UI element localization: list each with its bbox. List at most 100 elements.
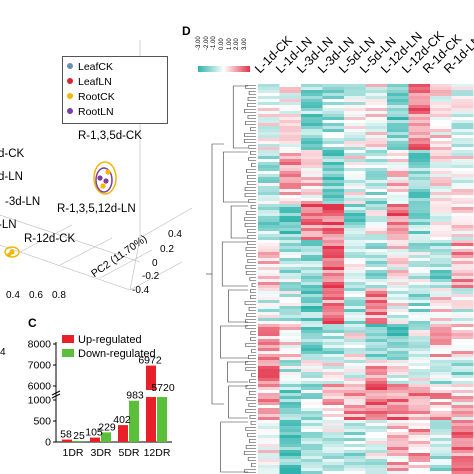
heatmap-cell (279, 462, 302, 466)
heatmap-cell (408, 366, 431, 370)
heatmap-cell (451, 105, 474, 109)
heatmap-cell (279, 264, 302, 268)
heatmap-cell (344, 141, 366, 145)
heatmap-cell (451, 342, 474, 346)
heatmap-cell (279, 429, 302, 433)
pca-point (6, 252, 12, 258)
heatmap-cell (322, 465, 345, 469)
heatmap-cell (279, 159, 302, 163)
heatmap-cell (322, 369, 345, 373)
heatmap-cell (301, 243, 323, 247)
dendrogram-branch (244, 469, 256, 473)
heatmap-cell (451, 213, 474, 217)
heatmap-cell (408, 375, 431, 379)
heatmap-cell (258, 156, 280, 160)
pca-point-label: R-12d-CK (24, 233, 76, 245)
heatmap-cell (258, 261, 280, 265)
heatmap-cell (387, 306, 409, 310)
heatmap-cell (344, 186, 366, 190)
heatmap-cell (279, 282, 302, 286)
heatmap-cell (279, 300, 302, 304)
heatmap-cell (279, 84, 302, 88)
heatmap-cell (322, 447, 345, 451)
heatmap-cell (258, 150, 280, 154)
heatmap-cell (408, 195, 431, 199)
heatmap-cell (279, 357, 302, 361)
heatmap-cell (344, 351, 366, 355)
heatmap-cell (430, 180, 452, 184)
heatmap-cell (451, 270, 474, 274)
heatmap-cell (451, 333, 474, 337)
heatmap-cell (451, 471, 474, 474)
heatmap-cell (279, 420, 302, 424)
heatmap-cell (322, 222, 345, 226)
dendrogram-branch (249, 277, 256, 281)
heatmap-cell (344, 378, 366, 382)
panel-label-d: D (182, 24, 191, 38)
pca-legend-item-leafck: LeafCK (67, 61, 113, 73)
heatmap-cell (258, 201, 280, 205)
bar-value-label: 229 (98, 421, 116, 433)
heatmap-cell (451, 366, 474, 370)
heatmap-cell (387, 318, 409, 322)
heatmap-cell (408, 216, 431, 220)
heatmap-cell (344, 363, 366, 367)
heatmap-cell (301, 327, 323, 331)
heatmap-cell (258, 318, 280, 322)
heatmap-cell (279, 246, 302, 250)
heatmap-cell (322, 180, 345, 184)
heatmap-cell (301, 324, 323, 328)
heatmap-cell (279, 387, 302, 391)
heatmap-cell (258, 447, 280, 451)
heatmap-cell (365, 366, 388, 370)
heatmap-cell (279, 372, 302, 376)
heatmap-cell (430, 384, 452, 388)
heatmap-cell (322, 375, 345, 379)
heatmap-cell (387, 288, 409, 292)
heatmap-cell (322, 402, 345, 406)
heatmap-cell (344, 99, 366, 103)
heatmap-cell (430, 321, 452, 325)
heatmap-cell (365, 351, 388, 355)
heatmap-cell (408, 465, 431, 469)
heatmap-cell (365, 441, 388, 445)
heatmap-cell (279, 108, 302, 112)
heatmap-cell (301, 90, 323, 94)
heatmap-cell (451, 450, 474, 454)
heatmap-cell (258, 144, 280, 148)
heatmap-cell (408, 165, 431, 169)
heatmap-cell (279, 183, 302, 187)
heatmap-cell (344, 84, 366, 88)
heatmap-cell (279, 291, 302, 295)
heatmap-cell (408, 318, 431, 322)
pca-point (100, 183, 106, 189)
heatmap-cell (451, 291, 474, 295)
heatmap-cell (279, 402, 302, 406)
heatmap-cell (365, 303, 388, 307)
heatmap-cell (408, 447, 431, 451)
heatmap-cell (301, 405, 323, 409)
heatmap-cell (365, 156, 388, 160)
heatmap-cell (344, 87, 366, 91)
heatmap-cell (258, 411, 280, 415)
heatmap-cell (322, 264, 345, 268)
heatmap-cell (344, 153, 366, 157)
heatmap-cell (258, 189, 280, 193)
heatmap-cell (430, 123, 452, 127)
heatmap-cell (322, 330, 345, 334)
heatmap-cell (322, 399, 345, 403)
heatmap-cell (301, 99, 323, 103)
heatmap-cell (344, 408, 366, 412)
pca-point (103, 178, 109, 184)
heatmap-cell (365, 357, 388, 361)
heatmap-cell (258, 180, 280, 184)
heatmap-cell (387, 168, 409, 172)
dendrogram-branch (246, 253, 256, 257)
heatmap-cell (451, 381, 474, 385)
heatmap-cell (258, 240, 280, 244)
heatmap-cell (451, 414, 474, 418)
dendrogram-branch (245, 265, 256, 269)
heatmap-cell (451, 201, 474, 205)
heatmap-cell (408, 114, 431, 118)
heatmap-cell (344, 273, 366, 277)
